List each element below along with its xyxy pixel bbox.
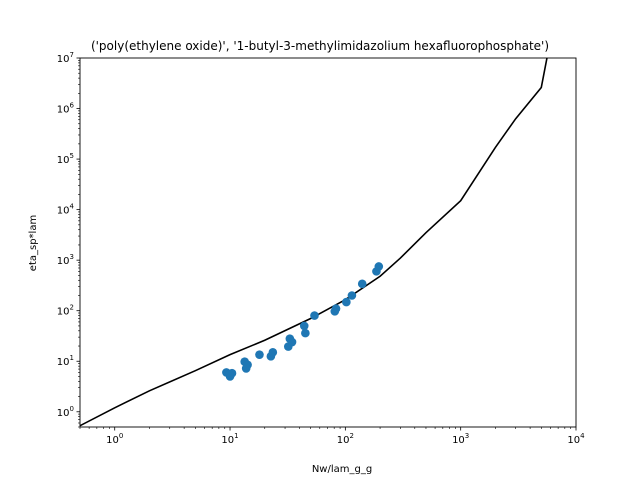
scatter-series [222, 262, 384, 381]
data-point [241, 364, 251, 373]
tick-label: 100 [106, 432, 123, 446]
data-point [225, 370, 234, 379]
y-axis-label: eta_sp*lam [28, 215, 39, 271]
tick-label-base: 10 [57, 256, 70, 267]
tick-label-exponent: 0 [70, 405, 74, 413]
tick-label-exponent: 2 [70, 304, 74, 312]
data-point [268, 348, 278, 357]
data-point [357, 279, 367, 289]
tick-label: 102 [57, 304, 74, 318]
tick-label-exponent: 0 [119, 432, 123, 440]
tick-label: 104 [57, 203, 75, 217]
tick-label-exponent: 4 [580, 432, 585, 440]
tick-label-base: 10 [57, 357, 70, 368]
tick-label-exponent: 1 [70, 354, 74, 362]
tick-label-exponent: 5 [70, 152, 74, 160]
tick-label-base: 10 [337, 435, 350, 446]
tick-label: 104 [567, 432, 585, 446]
data-point [301, 328, 310, 338]
tick-label-exponent: 2 [349, 432, 353, 440]
data-point [342, 297, 351, 307]
tick-label-base: 10 [106, 435, 119, 446]
fit-curve-line [80, 58, 548, 427]
data-point [374, 262, 384, 271]
tick-label-exponent: 4 [70, 203, 75, 211]
tick-label-base: 10 [57, 105, 70, 116]
tick-label: 102 [337, 432, 354, 446]
tick-label-base: 10 [57, 408, 70, 419]
tick-label-exponent: 1 [234, 432, 238, 440]
tick-label: 103 [452, 432, 469, 446]
data-point [287, 337, 297, 347]
tick-label: 107 [57, 51, 74, 65]
data-point [347, 291, 357, 300]
data-point [310, 311, 319, 320]
chart-title: ('poly(ethylene oxide)', '1-butyl-3-meth… [91, 39, 549, 53]
tick-label-base: 10 [567, 435, 580, 446]
tick-label: 100 [57, 405, 74, 419]
tick-label: 103 [57, 253, 74, 267]
plot-frame [79, 57, 577, 428]
tick-label-exponent: 3 [70, 253, 74, 261]
tick-label-base: 10 [221, 435, 234, 446]
tick-label-base: 10 [452, 435, 465, 446]
plot-area [79, 57, 577, 428]
x-axis-label: Nw/lam_g_g [312, 464, 372, 475]
tick-label-base: 10 [57, 206, 70, 217]
data-point [299, 321, 309, 331]
tick-label-exponent: 6 [70, 102, 75, 110]
tick-label-exponent: 7 [70, 51, 74, 59]
tick-label-base: 10 [57, 155, 70, 166]
tick-label-exponent: 3 [465, 432, 469, 440]
tick-label: 105 [57, 152, 74, 166]
tick-label: 106 [57, 102, 75, 116]
x-axis: 100 101 102 103 104 [79, 427, 585, 446]
tick-label-base: 10 [57, 307, 70, 318]
data-point [255, 350, 264, 359]
tick-label: 101 [221, 432, 238, 446]
tick-label-base: 10 [57, 54, 70, 65]
data-point [331, 304, 341, 313]
tick-label: 101 [57, 354, 74, 368]
